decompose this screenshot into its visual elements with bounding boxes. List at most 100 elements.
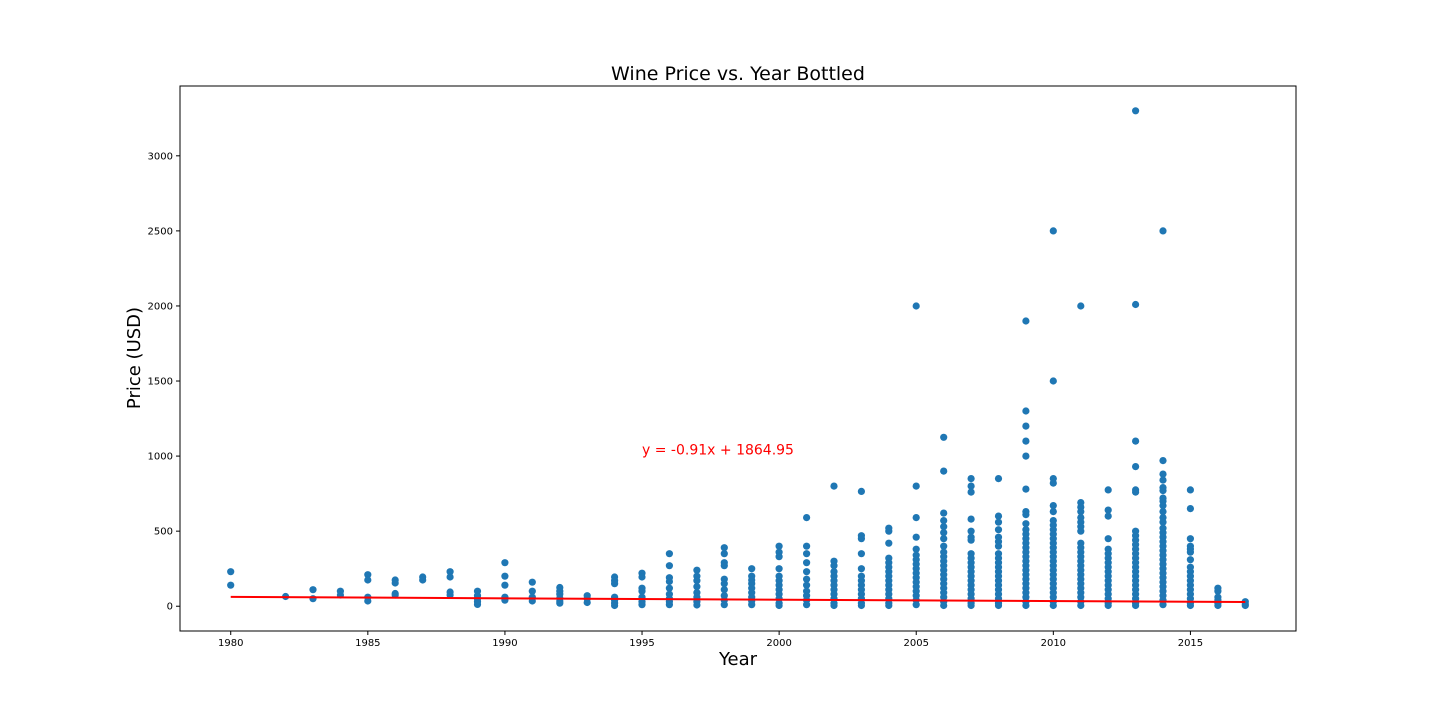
- data-point: [1022, 520, 1030, 528]
- data-point: [967, 482, 975, 490]
- y-tick-label: 3000: [148, 151, 173, 162]
- data-point: [885, 527, 893, 535]
- data-point: [1132, 601, 1140, 610]
- chart-title: Wine Price vs. Year Bottled: [611, 63, 865, 85]
- data-point: [501, 559, 509, 567]
- data-point: [1186, 535, 1194, 543]
- y-tick-label: 1000: [148, 452, 173, 463]
- data-point: [803, 581, 811, 589]
- data-point: [720, 562, 728, 570]
- data-point: [1022, 407, 1030, 415]
- data-point: [803, 568, 811, 576]
- data-point: [720, 550, 728, 558]
- data-point: [364, 597, 372, 605]
- data-point: [1049, 508, 1057, 516]
- plot-area-frame: [179, 85, 1297, 632]
- data-point: [830, 601, 838, 610]
- data-point: [1186, 505, 1194, 513]
- data-point: [720, 544, 728, 552]
- data-point: [1159, 601, 1167, 609]
- data-point: [940, 509, 948, 517]
- data-point: [803, 575, 811, 583]
- data-point: [1159, 470, 1167, 478]
- data-point: [748, 601, 756, 609]
- data-point: [665, 550, 674, 558]
- data-point: [227, 568, 235, 576]
- data-point: [912, 601, 920, 609]
- trendline-layer: [230, 595, 1246, 604]
- data-point: [1104, 535, 1112, 543]
- y-tick-label: 2000: [148, 301, 173, 312]
- data-point: [364, 571, 372, 579]
- data-point: [940, 517, 948, 525]
- data-point: [967, 527, 975, 535]
- data-point: [857, 535, 866, 543]
- data-point: [775, 553, 783, 561]
- data-point: [940, 523, 948, 531]
- data-point: [1132, 463, 1140, 471]
- y-tick-label: 0: [167, 602, 173, 613]
- data-point: [940, 433, 948, 441]
- data-point: [1159, 476, 1167, 484]
- data-point: [501, 581, 509, 589]
- data-point: [611, 601, 619, 610]
- data-point: [1132, 107, 1140, 115]
- data-point: [1159, 487, 1167, 495]
- data-point: [1049, 377, 1057, 385]
- x-axis: 1980 1985 1990 1995 2000 2005 2010 2015: [218, 631, 1203, 649]
- data-point: [940, 467, 948, 475]
- data-point: [665, 577, 674, 586]
- data-point: [994, 542, 1003, 550]
- data-point: [967, 601, 975, 610]
- data-point: [1022, 510, 1030, 519]
- data-point: [1159, 502, 1167, 510]
- data-point: [1022, 437, 1030, 445]
- trendline: [230, 595, 1246, 604]
- data-point: [803, 601, 811, 609]
- data-point: [638, 573, 646, 581]
- data-point: [803, 514, 811, 522]
- data-point: [309, 595, 317, 603]
- data-point: [775, 542, 783, 550]
- x-tick-label: 1985: [355, 638, 380, 649]
- x-tick-label: 1980: [218, 638, 243, 649]
- data-point: [391, 579, 399, 587]
- data-point: [857, 487, 866, 495]
- data-point: [912, 514, 920, 522]
- data-point: [419, 576, 427, 584]
- data-point: [1022, 452, 1030, 460]
- data-point: [967, 475, 975, 483]
- x-tick-label: 2005: [904, 638, 929, 649]
- data-point: [693, 577, 701, 585]
- data-point: [994, 512, 1003, 520]
- data-point: [611, 580, 619, 588]
- data-point: [912, 482, 920, 490]
- trendline-equation: y = -0.91x + 1864.95: [642, 443, 794, 459]
- data-point: [940, 535, 948, 543]
- data-point: [693, 566, 701, 574]
- data-point: [720, 580, 728, 588]
- data-point: [1104, 601, 1112, 610]
- data-point: [693, 601, 701, 609]
- data-point: [857, 601, 866, 610]
- data-point: [994, 601, 1003, 610]
- data-point: [967, 536, 975, 544]
- data-point: [1132, 437, 1140, 445]
- data-point: [473, 600, 482, 609]
- data-point: [857, 565, 866, 573]
- data-point: [830, 562, 838, 570]
- data-point: [1104, 512, 1112, 520]
- data-point: [638, 587, 646, 595]
- data-point: [1132, 300, 1140, 309]
- data-point: [1214, 601, 1222, 610]
- x-tick-label: 2015: [1178, 638, 1203, 649]
- data-point: [1077, 601, 1085, 610]
- y-axis-label: Price (USD): [124, 307, 145, 409]
- data-point: [1022, 485, 1030, 493]
- data-point: [1132, 488, 1140, 496]
- data-point: [1022, 317, 1030, 325]
- data-point: [1159, 508, 1167, 516]
- data-point: [1077, 302, 1085, 310]
- data-point: [665, 601, 674, 609]
